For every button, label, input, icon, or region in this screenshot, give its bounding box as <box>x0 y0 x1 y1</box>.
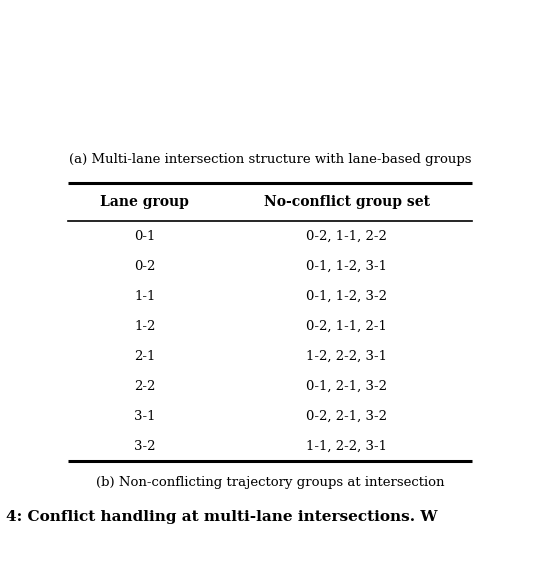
Text: (a) Multi-lane intersection structure with lane-based groups: (a) Multi-lane intersection structure wi… <box>69 153 471 166</box>
Text: 0-2, 2-1, 3-2: 0-2, 2-1, 3-2 <box>306 410 387 423</box>
Text: (b) Non-conflicting trajectory groups at intersection: (b) Non-conflicting trajectory groups at… <box>96 476 444 489</box>
Text: 0-1, 1-2, 3-2: 0-1, 1-2, 3-2 <box>306 290 387 303</box>
Text: 1-2, 2-2, 3-1: 1-2, 2-2, 3-1 <box>306 349 387 362</box>
Text: 3-2: 3-2 <box>134 440 156 453</box>
Text: 0-2, 1-1, 2-1: 0-2, 1-1, 2-1 <box>306 319 387 332</box>
Text: 1-1: 1-1 <box>134 290 156 303</box>
Text: Lane group: Lane group <box>100 195 189 209</box>
Text: 2-2: 2-2 <box>134 379 156 392</box>
Text: 2-1: 2-1 <box>134 349 156 362</box>
Text: 0-1, 1-2, 3-1: 0-1, 1-2, 3-1 <box>306 260 387 273</box>
Text: No-conflict group set: No-conflict group set <box>264 195 430 209</box>
Text: 0-2, 1-1, 2-2: 0-2, 1-1, 2-2 <box>306 229 387 243</box>
Text: 1-2: 1-2 <box>134 319 156 332</box>
Text: 1-1, 2-2, 3-1: 1-1, 2-2, 3-1 <box>306 440 387 453</box>
Text: 0-1: 0-1 <box>134 229 156 243</box>
Text: 4: Conflict handling at multi-lane intersections. W: 4: Conflict handling at multi-lane inter… <box>6 510 437 524</box>
Text: 0-1, 2-1, 3-2: 0-1, 2-1, 3-2 <box>306 379 387 392</box>
Text: 3-1: 3-1 <box>134 410 156 423</box>
Text: 0-2: 0-2 <box>134 260 156 273</box>
